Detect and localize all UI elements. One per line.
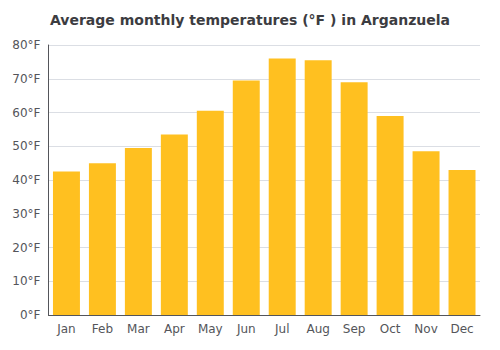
svg-text:30°F: 30°F (12, 207, 40, 221)
svg-text:80°F: 80°F (12, 38, 40, 52)
svg-text:Jan: Jan (56, 322, 76, 336)
svg-text:Apr: Apr (164, 322, 185, 336)
svg-text:10°F: 10°F (12, 274, 40, 288)
svg-text:Jul: Jul (274, 322, 289, 336)
svg-text:50°F: 50°F (12, 139, 40, 153)
svg-text:Nov: Nov (414, 322, 437, 336)
svg-text:Oct: Oct (380, 322, 401, 336)
svg-text:Aug: Aug (306, 322, 329, 336)
svg-text:60°F: 60°F (12, 106, 40, 120)
svg-text:20°F: 20°F (12, 241, 40, 255)
svg-text:Jun: Jun (236, 322, 256, 336)
svg-text:Mar: Mar (127, 322, 150, 336)
svg-text:Sep: Sep (343, 322, 366, 336)
svg-text:70°F: 70°F (12, 72, 40, 86)
svg-text:Feb: Feb (92, 322, 113, 336)
svg-text:Dec: Dec (450, 322, 473, 336)
svg-text:0°F: 0°F (20, 308, 41, 322)
svg-text:40°F: 40°F (12, 173, 40, 187)
svg-text:May: May (198, 322, 223, 336)
svg-text:Average monthly temperatures (: Average monthly temperatures (°F ) in Ar… (50, 12, 450, 28)
